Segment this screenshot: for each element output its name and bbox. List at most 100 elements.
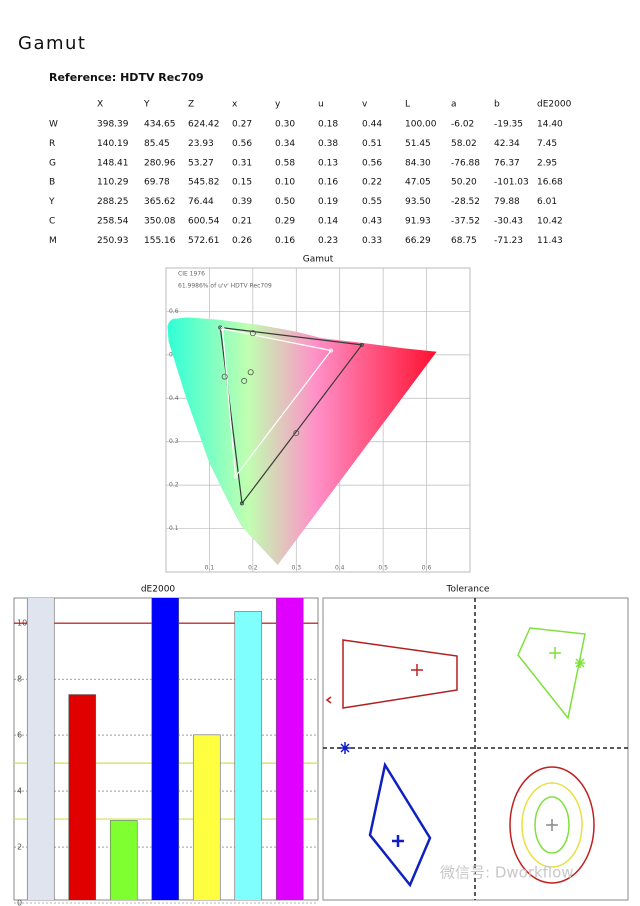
gamut-point [221,373,228,380]
table-cell: 0.13 [318,158,338,168]
column-header: Z [188,100,194,110]
gamut-triangle [219,326,363,505]
bar [109,820,138,900]
table-cell: 0.29 [275,217,295,227]
row-label: R [49,139,55,149]
table-cell: 53.27 [188,158,214,168]
table-cell: 0.58 [275,158,295,168]
row-label: G [49,158,56,168]
table-cell: 250.93 [97,236,129,246]
table-cell: 545.82 [188,178,220,188]
table-cell: 434.65 [144,120,176,130]
chart-title: Gamut [303,255,334,265]
table-cell: -30.43 [494,217,523,227]
y-tick-label: 8 [17,675,22,684]
x-tick-label: 0.6 [422,565,432,572]
table-cell: 0.50 [275,197,295,207]
table-cell: 0.16 [318,178,338,188]
table-cell: 47.05 [405,178,431,188]
table-cell: -28.52 [451,197,480,207]
table-cell: 0.38 [318,139,338,149]
row-label: B [49,178,55,188]
table-cell: 350.08 [144,217,176,227]
x-tick-label: 0.3 [292,565,302,572]
gamut-triangle [221,328,333,479]
table-cell: 66.29 [405,236,431,246]
row-label: Y [48,197,55,207]
tolerance-diagram [323,598,628,900]
table-cell: 93.50 [405,197,431,207]
table-cell: 0.44 [362,120,382,130]
y-tick-label: 4 [17,787,22,796]
table-cell: -37.52 [451,217,480,227]
table-cell: 288.25 [97,197,129,207]
chart-title: dE2000 [141,585,176,595]
table-cell: 85.45 [144,139,170,149]
column-header: b [494,100,500,110]
table-cell: 0.15 [232,178,252,188]
column-header: x [232,100,238,110]
table-cell: 0.26 [232,236,252,246]
table-cell: 600.54 [188,217,220,227]
bar [234,611,263,900]
table-cell: -76.88 [451,158,480,168]
table-cell: 76.37 [494,158,520,168]
y-tick-label: 0.6 [169,308,179,315]
page-title: Gamut [18,33,86,54]
gamut-point [247,369,254,376]
table-cell: 0.10 [275,178,295,188]
row-label: C [49,217,55,227]
table-cell: 0.56 [232,139,252,149]
column-header: dE2000 [537,100,572,110]
row-label: W [49,120,58,130]
table-cell: 68.75 [451,236,477,246]
table-cell: 0.39 [232,197,252,207]
table-cell: 7.45 [537,139,557,149]
table-cell: 0.56 [362,158,382,168]
table-cell: 0.30 [275,120,295,130]
table-cell: 2.95 [537,158,557,168]
table-cell: 0.51 [362,139,382,149]
bar [275,598,304,900]
y-tick-label: 0.1 [169,525,179,532]
gamut-point [293,430,300,437]
tolerance-title: Tolerance [446,585,490,595]
gamut-point [239,501,244,506]
table-cell: 14.40 [537,120,563,130]
table-cell: 258.54 [97,217,129,227]
bar [68,694,97,900]
table-cell: -6.02 [451,120,474,130]
subtitle: Reference: HDTV Rec709 [49,71,204,84]
y-tick-label: 0.4 [169,395,179,402]
gamut-chart: 0.10.20.30.40.50.60.10.20.30.40.50.6CIE … [166,268,470,572]
gamut-point [233,474,238,479]
x-tick-label: 0.2 [248,565,258,572]
table-cell: 58.02 [451,139,477,149]
table-cell: 0.14 [318,217,338,227]
table-cell: 79.88 [494,197,520,207]
y-tick-label: 2 [17,843,22,852]
table-cell: 6.01 [537,197,557,207]
table-cell: 155.16 [144,236,176,246]
gamut-point [249,330,256,337]
gamut-point [241,377,248,384]
table-cell: 624.42 [188,120,220,130]
y-tick-label: 0.3 [169,438,179,445]
column-header: X [97,100,103,110]
table-cell: 280.96 [144,158,176,168]
table-cell: 365.62 [144,197,176,207]
table-cell: 0.34 [275,139,295,149]
bar [192,734,221,900]
watermark: 微信号: Dworkflow [440,864,574,882]
table-cell: 76.44 [188,197,214,207]
annotation: 61.9986% of u'v' HDTV Rec709 [178,283,272,290]
table-cell: 0.19 [318,197,338,207]
table-cell: 0.21 [232,217,252,227]
table-cell: 0.23 [318,236,338,246]
column-header: u [318,100,324,110]
y-tick-label: 0.2 [169,482,179,489]
y-tick-label: 6 [17,731,22,740]
table-cell: 10.42 [537,217,563,227]
